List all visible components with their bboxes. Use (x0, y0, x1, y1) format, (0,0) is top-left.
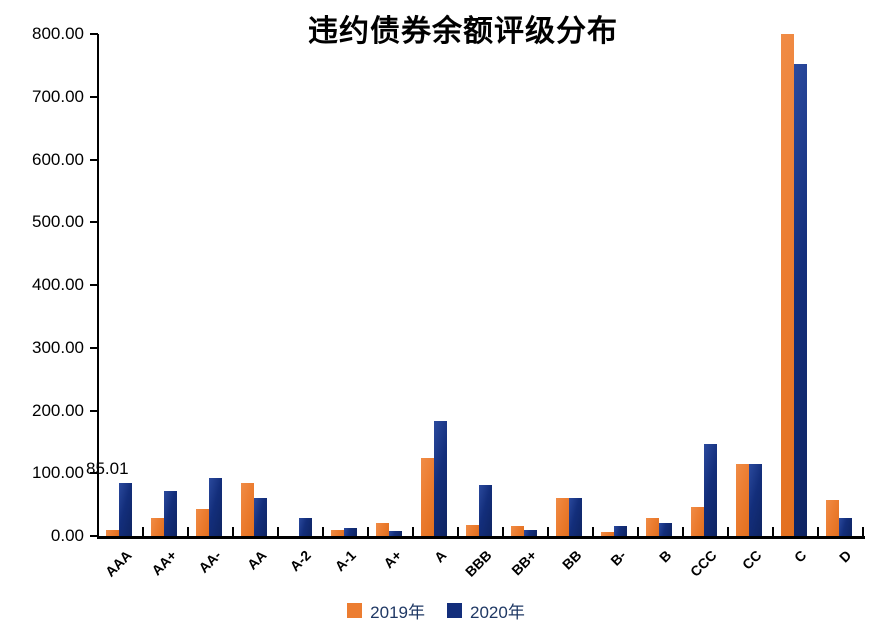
x-axis-tick (142, 527, 144, 536)
x-axis-category-label: AA+ (147, 547, 180, 579)
bar-2020年-A (434, 421, 447, 536)
bar-2020年-BB+ (524, 530, 537, 536)
x-axis-tick (187, 527, 189, 536)
bar-2019年-A (421, 458, 434, 536)
y-axis-tick (90, 33, 98, 35)
legend-swatch-2019 (347, 602, 363, 618)
x-axis-category-label: B (655, 547, 675, 566)
x-axis-category-label: B- (607, 547, 630, 569)
bar-2019年-BB (556, 498, 569, 536)
x-axis-category-label: BBB (461, 547, 495, 580)
x-axis-category-label: AAA (101, 547, 135, 580)
y-axis-tick-label: 100.00 (32, 463, 84, 482)
legend-label-2020: 2020年 (470, 602, 525, 622)
y-axis-tick-label: 500.00 (32, 212, 84, 231)
bar-2019年-D (826, 500, 839, 536)
y-axis-tick (90, 284, 98, 286)
x-axis-category-label: BB+ (507, 547, 540, 579)
x-axis-tick (637, 527, 639, 536)
bar-2020年-AA+ (164, 491, 177, 536)
y-axis-tick-label: 600.00 (32, 150, 84, 169)
bar-2019年-B- (601, 532, 614, 536)
x-axis-category-label: C (790, 547, 810, 566)
bar-2020年-AAA (119, 483, 132, 536)
x-axis-tick (727, 527, 729, 536)
y-axis-line (97, 34, 99, 539)
bar-2019年-BB+ (511, 526, 524, 536)
bar-2020年-C (794, 64, 807, 536)
y-axis-tick-label: 800.00 (32, 24, 84, 43)
bar-2019年-AA (241, 483, 254, 536)
y-axis-tick (90, 96, 98, 98)
x-axis-tick (772, 527, 774, 536)
y-axis-tick-label: 400.00 (32, 275, 84, 294)
y-axis-tick-label: 700.00 (32, 87, 84, 106)
bar-2019年-B (646, 518, 659, 536)
x-axis-tick (457, 527, 459, 536)
x-axis-category-label: A (430, 547, 450, 566)
x-axis-category-label: BB (558, 547, 585, 573)
x-axis-category-label: A-1 (332, 547, 360, 575)
x-axis-tick (322, 527, 324, 536)
x-axis-tick (682, 527, 684, 536)
x-axis-tick (592, 527, 594, 536)
x-axis-tick (502, 527, 504, 536)
x-axis-category-label: D (835, 547, 855, 566)
x-axis-category-label: A+ (380, 547, 405, 572)
y-axis-tick (90, 472, 98, 474)
bar-2019年-CCC (691, 507, 704, 536)
bar-2019年-AAA (106, 530, 119, 536)
bar-2020年-CC (749, 464, 762, 536)
x-axis-category-label: A-2 (287, 547, 315, 575)
x-axis-category-label: AA (243, 547, 270, 573)
bar-2019年-AA- (196, 509, 209, 536)
bar-2020年-AA- (209, 478, 222, 536)
x-axis-tick (277, 527, 279, 536)
bar-2020年-A-1 (344, 528, 357, 536)
y-axis-tick (90, 159, 98, 161)
bar-2020年-A+ (389, 531, 402, 536)
bar-2019年-C (781, 34, 794, 536)
bar-2019年-BBB (466, 525, 479, 536)
legend-label-2019: 2019年 (370, 602, 425, 622)
x-axis-tick (412, 527, 414, 536)
plot-area (98, 34, 863, 536)
x-axis-category-label: CCC (686, 547, 720, 580)
bar-2020年-BB (569, 498, 582, 536)
chart-title: 违约债券余额评级分布 (308, 15, 618, 48)
bar-2020年-D (839, 518, 852, 536)
bar-2020年-BBB (479, 485, 492, 536)
x-axis-tick (232, 527, 234, 536)
x-axis-tick (547, 527, 549, 536)
x-axis-tick (862, 527, 864, 536)
bar-2020年-CCC (704, 444, 717, 536)
x-axis-line (97, 536, 865, 539)
data-label-annotation: 85.01 (86, 459, 129, 478)
bar-2019年-CC (736, 464, 749, 536)
y-axis-tick (90, 347, 98, 349)
legend: 2019年 2020年 (0, 599, 886, 622)
y-axis-tick-label: 0.00 (50, 526, 84, 545)
x-axis-category-label: AA- (195, 547, 225, 576)
bar-2019年-AA+ (151, 518, 164, 536)
x-axis-tick (817, 527, 819, 536)
x-axis-category-label: CC (738, 547, 765, 573)
bar-2020年-B- (614, 526, 627, 536)
y-axis-tick-label: 200.00 (32, 401, 84, 420)
y-axis-tick (90, 410, 98, 412)
bar-2020年-AA (254, 498, 267, 536)
x-axis-tick (97, 527, 99, 536)
bar-2019年-A+ (376, 523, 389, 536)
y-axis-tick (90, 221, 98, 223)
x-axis-tick (367, 527, 369, 536)
bar-2020年-A-2 (299, 518, 312, 536)
bar-2019年-A-1 (331, 530, 344, 536)
legend-swatch-2020 (447, 602, 462, 618)
bar-2020年-B (659, 523, 672, 536)
y-axis-tick (90, 535, 98, 537)
y-axis-tick-label: 300.00 (32, 338, 84, 357)
